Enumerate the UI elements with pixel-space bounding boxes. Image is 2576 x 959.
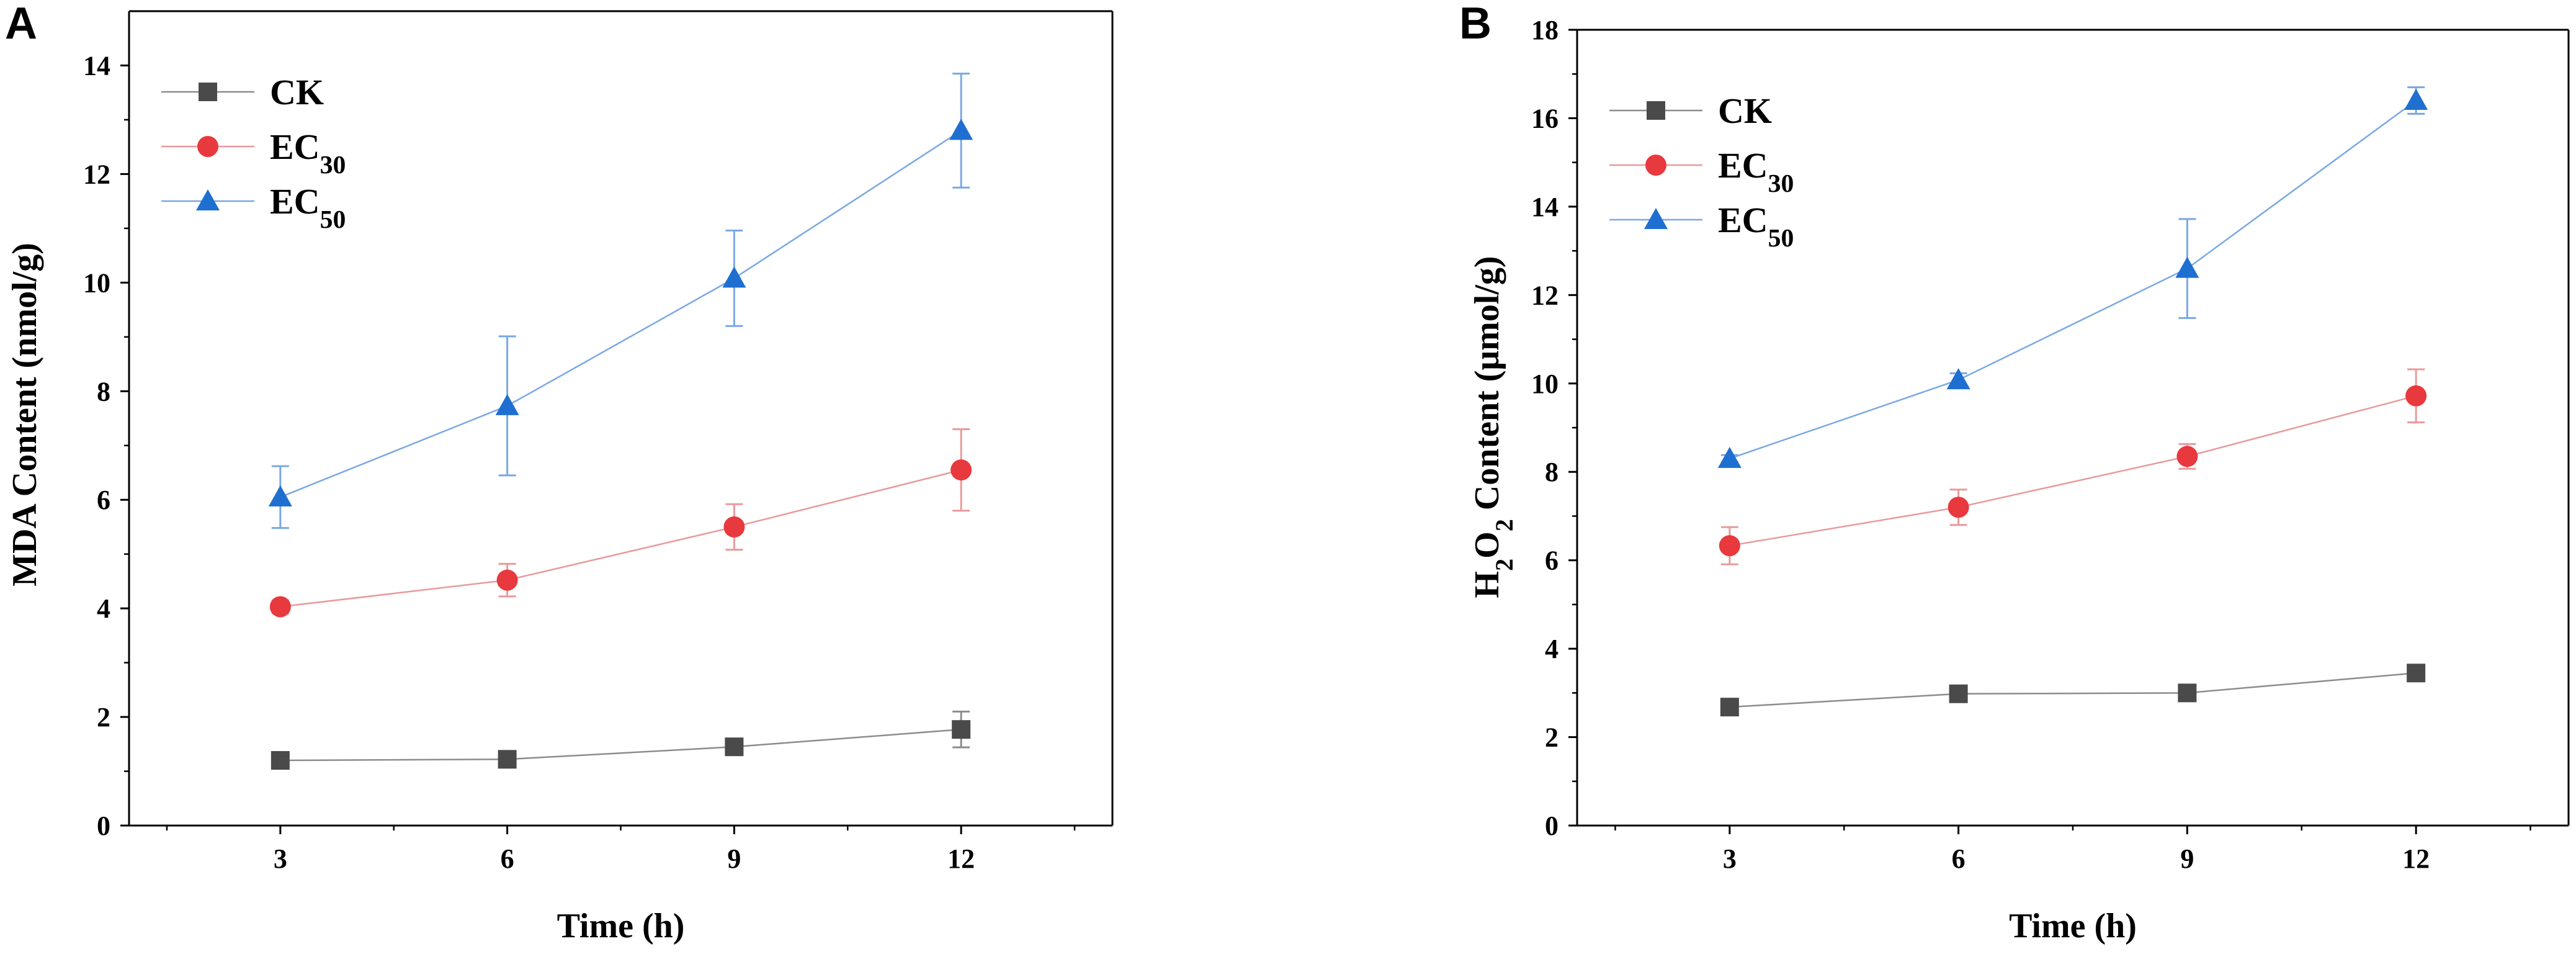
x-tick-label: 6: [501, 844, 514, 874]
legend-marker-ec30: [1645, 155, 1666, 176]
y-tick-label: 0: [97, 811, 110, 841]
y-tick-label: 2: [1545, 723, 1559, 753]
series-line-ck: [1729, 672, 2417, 708]
data-point-ck: [271, 751, 290, 770]
data-point-ec50: [495, 394, 519, 415]
legend-item-ec50: EC50: [1609, 200, 1794, 253]
legend-item-ck: CK: [1609, 91, 1772, 131]
legend-marker-ec50: [196, 189, 220, 210]
x-tick-label: 6: [1952, 844, 1966, 874]
data-point-ck: [1720, 698, 1739, 717]
legend-label: EC50: [1718, 200, 1794, 253]
y-tick-label: 12: [1531, 280, 1559, 310]
chart-panel-b: 0 2 4 6 8 10 12 14 16 18 3 6 9 12 Time (h) H2O2 Content…: [1468, 15, 2570, 945]
x-tick-label: 3: [1723, 844, 1737, 874]
legend-marker-ck: [199, 83, 217, 101]
x-tick-label: 9: [2180, 844, 2194, 874]
data-point-ec50: [2175, 256, 2199, 278]
legend-label: CK: [1718, 91, 1772, 131]
data-point-ec30: [723, 516, 745, 538]
y-tick-label: 12: [83, 159, 110, 189]
data-point-ec30: [1719, 535, 1740, 557]
data-point-ec50: [268, 485, 292, 507]
y-axis-title: H2O2 Content (μmol/g): [1468, 256, 1518, 598]
y-tick-label: 4: [1545, 634, 1559, 664]
legend-label: EC30: [270, 127, 346, 179]
legend-label: EC30: [1718, 145, 1794, 198]
panel-letter-b: B: [1459, 0, 1491, 48]
data-point-ec30: [269, 596, 291, 618]
legend-item-ec50: EC50: [161, 181, 346, 234]
series-line-ec30: [280, 469, 962, 608]
legend-marker-ec30: [197, 136, 218, 157]
legend-marker-ck: [1647, 101, 1665, 120]
y-tick-label: 2: [97, 702, 110, 732]
x-tick-label: 12: [2402, 844, 2430, 874]
data-point-ec50: [722, 266, 746, 288]
x-axis-title: Time (h): [2009, 907, 2137, 945]
y-axis-title: MDA Content (nmol/g): [6, 243, 44, 587]
series-line-ck: [280, 728, 962, 762]
data-point-ec30: [2405, 385, 2427, 407]
y-tick-label: 6: [1545, 546, 1559, 576]
data-point-ck: [2407, 664, 2426, 683]
x-tick-label: 3: [274, 844, 287, 874]
legend-item-ec30: EC30: [1609, 145, 1794, 198]
y-tick-label: 14: [83, 50, 110, 81]
series-ec50: [268, 73, 973, 529]
data-point-ck: [1949, 684, 1968, 703]
series-ec30: [1719, 368, 2427, 565]
y-tick-label: 10: [1531, 369, 1559, 399]
y-tick-label: 10: [83, 268, 110, 298]
chart-panel-a: 0 2 4 6 8 10 12 14 3 6 9 12 Time (h) MDA Content (nmo…: [6, 10, 1114, 945]
y-tick-label: 0: [1545, 811, 1559, 841]
data-point-ck: [725, 737, 744, 757]
data-point-ec30: [1948, 497, 1969, 518]
legend-marker-ec50: [1644, 208, 1668, 229]
data-point-ec50: [949, 119, 973, 140]
x-tick-label: 9: [727, 844, 741, 874]
y-tick-label: 4: [97, 593, 110, 624]
series-ec50: [1717, 86, 2428, 468]
y-tick-label: 8: [97, 376, 110, 407]
legend-item-ck: CK: [161, 72, 324, 112]
x-axis-title: Time (h): [557, 907, 685, 945]
y-tick-label: 8: [1545, 457, 1559, 487]
y-tick-label: 18: [1531, 15, 1559, 45]
y-tick-label: 16: [1531, 103, 1559, 133]
series-line-ec30: [1729, 395, 2417, 547]
legend-label: CK: [270, 72, 324, 112]
data-point-ec50: [1946, 368, 1970, 390]
data-point-ec30: [950, 459, 972, 481]
series-ec30: [269, 428, 972, 618]
series-ck: [271, 710, 971, 770]
legend-item-ec30: EC30: [161, 127, 346, 179]
data-point-ec50: [2404, 88, 2428, 110]
legend-label: EC50: [270, 181, 346, 234]
data-point-ck: [952, 720, 971, 739]
data-point-ec30: [2176, 446, 2198, 467]
series-line-ec50: [280, 130, 962, 498]
data-point-ec50: [1717, 446, 1742, 468]
y-tick-label: 14: [1531, 192, 1559, 222]
series-ck: [1720, 664, 2426, 717]
data-point-ck: [2178, 683, 2197, 703]
data-point-ck: [498, 750, 517, 769]
y-tick-label: 6: [97, 485, 110, 515]
series-line-ec50: [1729, 99, 2417, 460]
data-point-ec30: [496, 569, 518, 591]
x-tick-label: 12: [947, 844, 975, 874]
panel-letter-a: A: [5, 0, 37, 48]
